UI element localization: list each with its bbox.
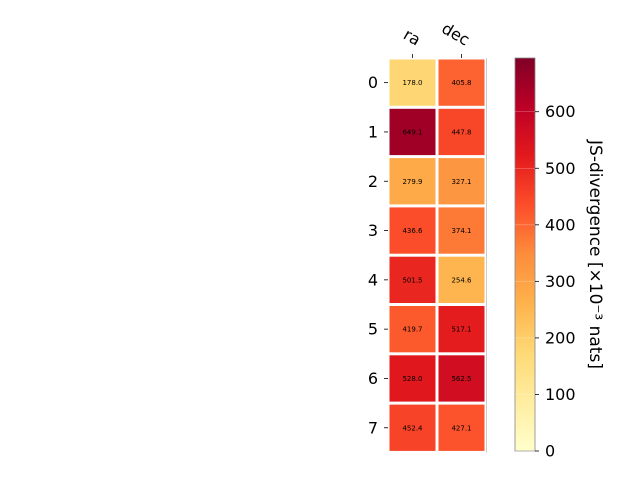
row-tick-label: 6 [368, 369, 378, 388]
heatmap-cell [389, 207, 436, 254]
colorbar-label: JS-divergence [×10⁻³ nats] [585, 139, 605, 369]
cell-value-label: 447.8 [451, 128, 471, 136]
colorbar-tick-label: 600 [545, 102, 576, 121]
heatmap-cell [389, 256, 436, 303]
cell-value-label: 528.0 [402, 375, 422, 383]
heatmap-cell [389, 306, 436, 353]
row-tick-label: 7 [368, 418, 378, 437]
heatmap-cell [438, 256, 485, 303]
cell-value-label: 427.1 [451, 424, 471, 432]
cell-value-label: 562.5 [451, 375, 471, 383]
row-tick-label: 3 [368, 221, 378, 240]
heatmap-cell [438, 158, 485, 205]
column-tick-label: dec [439, 19, 473, 50]
cell-value-label: 436.6 [402, 227, 423, 235]
colorbar-tick-label: 100 [545, 385, 576, 404]
cell-value-label: 501.5 [402, 276, 422, 284]
colorbar-tick-label: 200 [545, 328, 576, 347]
colorbar: 0 100 200 300 400 500 600 JS-divergence [×10⁻³ … [514, 57, 605, 461]
heatmap-cell [438, 404, 485, 451]
row-tick-label: 5 [368, 320, 378, 339]
row-tick-label: 1 [368, 122, 378, 141]
heatmap-cell [438, 207, 485, 254]
cell-value-label: 178.0 [402, 79, 422, 87]
colorbar-tick-label: 300 [545, 272, 576, 291]
cell-value-label: 649.1 [402, 128, 422, 136]
colorbar-tick-label: 500 [545, 159, 576, 178]
column-tick-label: ra [400, 25, 424, 50]
heatmap-cell [389, 404, 436, 451]
colorbar-gradient [514, 57, 536, 452]
row-tick-label: 0 [368, 73, 378, 92]
heatmap-cell [389, 158, 436, 205]
cell-value-label: 279.9 [402, 178, 422, 186]
cell-value-label: 254.6 [451, 276, 472, 284]
row-tick-label: 2 [368, 172, 378, 191]
cell-value-label: 452.4 [402, 424, 423, 432]
heatmap-cell [438, 108, 485, 156]
heatmap-cell [438, 306, 485, 353]
cell-value-label: 374.1 [451, 227, 471, 235]
heatmap-grid: 178.0 405.8 649.1 447.8 279.9 327.1 436.6 374.1… [389, 59, 485, 451]
cell-value-label: 517.1 [451, 326, 471, 334]
row-tick-label: 4 [368, 270, 378, 289]
colorbar-tick-label: 400 [545, 215, 576, 234]
heatmap-cell [438, 59, 485, 106]
cell-value-label: 419.7 [402, 326, 422, 334]
heatmap-cell [389, 108, 436, 156]
colorbar-tick-label: 0 [545, 442, 555, 461]
heatmap-cell [438, 355, 485, 402]
cell-value-label: 405.8 [451, 79, 471, 87]
heatmap-cell [389, 59, 436, 106]
heatmap-cell [389, 355, 436, 402]
cell-value-label: 327.1 [451, 178, 471, 186]
